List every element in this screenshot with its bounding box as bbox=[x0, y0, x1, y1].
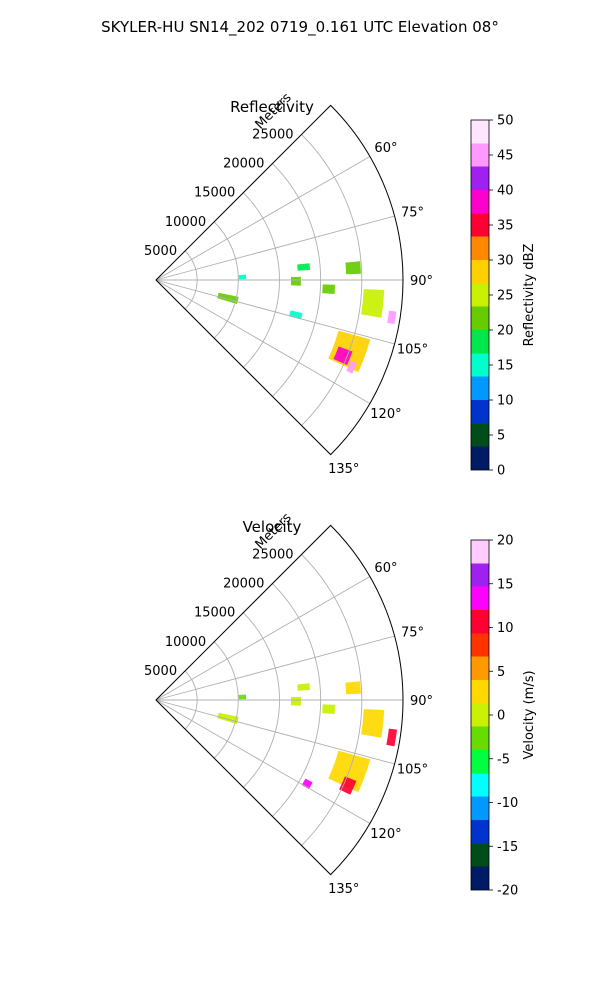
azimuth-spoke bbox=[155, 699, 371, 824]
colorbar bbox=[470, 539, 490, 891]
colorbar bbox=[470, 119, 490, 471]
radial-tick-label: 25000 bbox=[252, 127, 293, 142]
azimuth-tick-label: 105° bbox=[397, 343, 428, 358]
colorbar-tick-label: -5 bbox=[497, 752, 510, 767]
azimuth-tick-label: 120° bbox=[370, 827, 401, 842]
azimuth-tick-label: 120° bbox=[370, 407, 401, 422]
azimuth-spoke bbox=[155, 279, 395, 345]
azimuth-tick-label: 60° bbox=[374, 141, 397, 156]
colorbar-tick-label: 30 bbox=[497, 254, 514, 269]
azimuth-tick-label: 135° bbox=[328, 462, 359, 477]
radial-tick-label: 5000 bbox=[144, 244, 177, 259]
echo-cell bbox=[345, 261, 361, 275]
colorbar-tick-label: 20 bbox=[497, 324, 514, 339]
azimuth-spoke bbox=[155, 635, 395, 701]
azimuth-tick-label: 90° bbox=[410, 694, 433, 709]
colorbar-tick-label: 20 bbox=[497, 534, 514, 549]
radial-tick-label: 5000 bbox=[144, 664, 177, 679]
radial-tick-label: 15000 bbox=[194, 186, 235, 201]
velocity-panel: Velocity500010000150002000025000Meters60… bbox=[144, 510, 537, 898]
azimuth-spoke bbox=[155, 576, 371, 701]
echo-cell bbox=[297, 263, 311, 271]
echo-cell bbox=[346, 360, 357, 374]
sector-outline bbox=[155, 104, 404, 456]
echo-cell bbox=[339, 776, 357, 795]
radial-tick-label: 10000 bbox=[165, 215, 206, 230]
colorbar-tick-label: -10 bbox=[497, 796, 518, 811]
azimuth-tick-label: 90° bbox=[410, 274, 433, 289]
echo-cell bbox=[290, 276, 301, 286]
colorbar-tick-label: 50 bbox=[497, 114, 514, 129]
echo-cell bbox=[238, 694, 247, 700]
echo-layer bbox=[217, 681, 398, 795]
radial-tick-label: 20000 bbox=[223, 157, 264, 172]
colorbar-label: Reflectivity dBZ bbox=[522, 244, 537, 347]
radial-tick-label: 10000 bbox=[165, 635, 206, 650]
colorbar-tick-label: -20 bbox=[497, 884, 518, 899]
echo-cell bbox=[322, 284, 336, 295]
colorbar-tick-label: 5 bbox=[497, 429, 505, 444]
echo-cell bbox=[290, 696, 301, 706]
azimuth-spoke bbox=[155, 215, 395, 281]
azimuth-tick-label: 60° bbox=[374, 561, 397, 576]
echo-layer bbox=[217, 261, 397, 374]
colorbar-tick-label: 10 bbox=[497, 621, 514, 636]
echo-cell bbox=[345, 681, 361, 695]
echo-cell bbox=[238, 274, 247, 280]
reflectivity-panel: Reflectivity500010000150002000025000Mete… bbox=[144, 90, 537, 478]
echo-cell bbox=[361, 709, 385, 738]
echo-cell bbox=[322, 704, 336, 715]
sector-outline bbox=[155, 524, 404, 876]
azimuth-spoke bbox=[155, 279, 371, 404]
colorbar-tick-label: 0 bbox=[497, 709, 505, 724]
azimuth-tick-label: 105° bbox=[397, 763, 428, 778]
colorbar-tick-label: 25 bbox=[497, 289, 514, 304]
echo-cell bbox=[301, 778, 313, 790]
echo-cell bbox=[361, 289, 385, 318]
colorbar-tick-label: 5 bbox=[497, 665, 505, 680]
echo-cell bbox=[387, 310, 397, 325]
colorbar-tick-label: 40 bbox=[497, 184, 514, 199]
colorbar-tick-label: 0 bbox=[497, 464, 505, 479]
radial-tick-label: 25000 bbox=[252, 547, 293, 562]
azimuth-spoke bbox=[155, 699, 395, 765]
radial-tick-label: 20000 bbox=[223, 577, 264, 592]
colorbar-tick-label: 35 bbox=[497, 219, 514, 234]
colorbar-tick-label: 10 bbox=[497, 394, 514, 409]
echo-cell bbox=[289, 310, 303, 320]
colorbar-tick-label: -15 bbox=[497, 840, 518, 855]
colorbar-tick-label: 15 bbox=[497, 577, 514, 592]
echo-cell bbox=[386, 728, 398, 747]
azimuth-tick-label: 75° bbox=[401, 205, 424, 220]
colorbar-tick-label: 15 bbox=[497, 359, 514, 374]
echo-cell bbox=[333, 346, 353, 366]
radial-tick-label: 15000 bbox=[194, 606, 235, 621]
figure-title: SKYLER-HU SN14_202 0719_0.161 UTC Elevat… bbox=[101, 18, 499, 37]
panel-title: Velocity bbox=[243, 518, 302, 536]
echo-cell bbox=[297, 683, 311, 691]
azimuth-tick-label: 75° bbox=[401, 625, 424, 640]
colorbar-tick-label: 45 bbox=[497, 149, 514, 164]
colorbar-label: Velocity (m/s) bbox=[522, 670, 537, 759]
panel-title: Reflectivity bbox=[230, 98, 314, 116]
azimuth-spoke bbox=[155, 156, 371, 281]
azimuth-tick-label: 135° bbox=[328, 882, 359, 897]
